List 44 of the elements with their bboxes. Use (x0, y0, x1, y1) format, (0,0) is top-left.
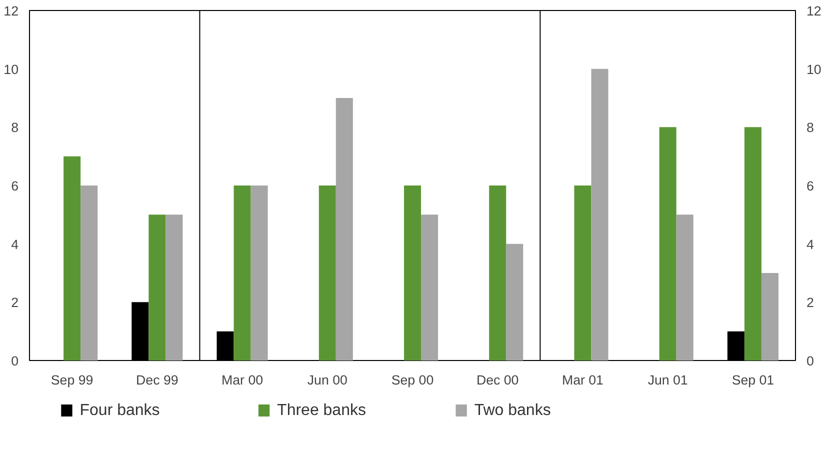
x-tick-label: Dec 99 (136, 372, 178, 388)
y-tick-label: 12 (4, 4, 19, 18)
x-tick-label: Jun 01 (648, 372, 688, 388)
x-tick-label: Sep 99 (50, 372, 94, 388)
bar (676, 214, 694, 360)
x-tick-label: Sep 01 (732, 372, 774, 388)
y-tick-label: 2 (11, 295, 19, 310)
legend-label: Four banks (80, 402, 160, 419)
y2-tick-label: 2 (806, 295, 814, 310)
x-tick-label: Jun 00 (307, 372, 348, 388)
bar (761, 273, 778, 360)
bar (421, 214, 438, 360)
bar (318, 186, 336, 360)
bar (148, 214, 166, 360)
y2-tick-label: 12 (806, 4, 822, 18)
y-tick-label: 6 (11, 178, 19, 194)
bar (404, 186, 422, 360)
y2-tick-label: 0 (806, 354, 814, 368)
legend-label: Two banks (474, 402, 551, 419)
x-tick-label: Dec 00 (476, 372, 519, 388)
x-tick-label: Sep 00 (391, 372, 434, 388)
bar (336, 98, 353, 360)
bar (489, 186, 506, 360)
y-tick-label: 0 (11, 354, 19, 368)
x-tick-label: Mar 01 (562, 372, 604, 388)
legend-label: Three banks (277, 402, 366, 419)
y2-tick-label: 6 (806, 178, 814, 194)
bar (64, 156, 81, 360)
y-tick-label: 4 (11, 236, 20, 252)
y2-tick-label: 10 (806, 62, 822, 77)
bar (166, 214, 183, 360)
bar (506, 244, 524, 360)
bar (744, 127, 762, 360)
bar (659, 127, 676, 360)
y-tick-label: 10 (4, 62, 19, 77)
bar (250, 186, 268, 360)
bar (80, 186, 98, 360)
x-tick-label: Mar 00 (222, 372, 264, 388)
bar (574, 186, 592, 360)
y-tick-label: 8 (11, 120, 19, 136)
bar (591, 68, 608, 360)
y2-tick-label: 8 (806, 120, 814, 136)
y2-tick-label: 4 (806, 236, 814, 252)
bar (234, 186, 251, 360)
